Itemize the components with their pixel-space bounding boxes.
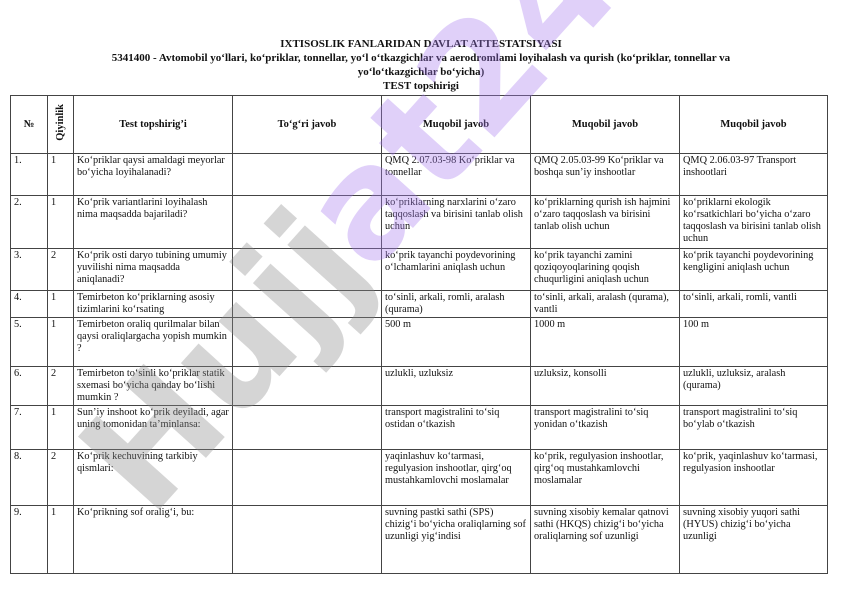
col-alt3: Muqobil javob (679, 95, 828, 154)
row-correct-answer (232, 505, 382, 574)
row-alt-answer-3: QMQ 2.06.03-97 Transport inshootlari (679, 153, 828, 196)
col-alt1: Muqobil javob (381, 95, 531, 154)
col-difficulty: Qiyinlik (47, 95, 74, 154)
row-number: 9. (10, 505, 48, 574)
row-number: 6. (10, 366, 48, 406)
table-row: 7. 1 Sun’iy inshoot ko‘prik deyiladi, agar… (10, 405, 828, 450)
row-alt-answer-2: 1000 m (530, 317, 680, 367)
row-correct-answer (232, 317, 382, 367)
row-number: 3. (10, 248, 48, 291)
table-row: 2. 1 Ko‘prik variantlarini loyihalash nima… (10, 195, 828, 249)
row-difficulty: 1 (47, 317, 74, 367)
document-header: IXTISOSLIK FANLARIDAN DAVLAT ATTESTATSIY… (0, 37, 842, 93)
row-difficulty: 1 (47, 195, 74, 249)
row-correct-answer (232, 153, 382, 196)
row-question: Ko‘prik variantlarini loyihalash nima ma… (73, 195, 233, 249)
row-correct-answer (232, 366, 382, 406)
row-question: Ko‘priklar qaysi amaldagi meyorlar bo‘yi… (73, 153, 233, 196)
col-question: Test topshirig’i (73, 95, 233, 154)
table-row: 3. 2 Ko‘prik osti daryo tubining umumiy yu… (10, 248, 828, 291)
test-table: № Qiyinlik Test topshirig’i To‘g‘ri javo… (10, 95, 828, 574)
row-difficulty: 1 (47, 505, 74, 574)
row-correct-answer (232, 290, 382, 318)
row-number: 5. (10, 317, 48, 367)
row-difficulty: 2 (47, 248, 74, 291)
row-question: Ko‘prik osti daryo tubining umumiy yuvil… (73, 248, 233, 291)
row-alt-answer-3: suvning xisobiy yuqori sathi (HYUS) chiz… (679, 505, 828, 574)
row-alt-answer-2: suvning xisobiy kemalar qatnovi sathi (H… (530, 505, 680, 574)
row-difficulty: 1 (47, 290, 74, 318)
header-row: № Qiyinlik Test topshirig’i To‘g‘ri javo… (10, 95, 828, 154)
row-number: 2. (10, 195, 48, 249)
table-row: 1. 1 Ko‘priklar qaysi amaldagi meyorlar bo… (10, 153, 828, 196)
table-row: 4. 1 Temirbeton ko‘priklarning asosiy tizi… (10, 290, 828, 318)
row-question: Temirbeton oraliq qurilmalar bilan qaysi… (73, 317, 233, 367)
row-question: Temirbeton ko‘priklarning asosiy tizimla… (73, 290, 233, 318)
row-number: 7. (10, 405, 48, 450)
row-alt-answer-1: suvning pastki sathi (SPS) chizig‘i bo‘y… (381, 505, 531, 574)
row-alt-answer-1: transport magistralini to‘siq ostidan o‘… (381, 405, 531, 450)
row-alt-answer-2: ko‘prik tayanchi zamini qoziqoyoqlarinin… (530, 248, 680, 291)
row-correct-answer (232, 449, 382, 506)
row-alt-answer-1: to‘sinli, arkali, romli, aralash (qurama… (381, 290, 531, 318)
row-question: Ko‘prik kechuvining tarkibiy qismlari: (73, 449, 233, 506)
row-alt-answer-1: uzlukli, uzluksiz (381, 366, 531, 406)
row-alt-answer-3: uzlukli, uzluksiz, aralash (qurama) (679, 366, 828, 406)
col-correct: To‘g‘ri javob (232, 95, 382, 154)
row-alt-answer-1: ko‘prik tayanchi poydevorining o‘lchamla… (381, 248, 531, 291)
section-title: TEST topshirigi (383, 80, 459, 92)
table-row: 5. 1 Temirbeton oraliq qurilmalar bilan qa… (10, 317, 828, 367)
row-number: 1. (10, 153, 48, 196)
row-alt-answer-3: to‘sinli, arkali, romli, vantli (679, 290, 828, 318)
row-alt-answer-2: uzluksiz, konsolli (530, 366, 680, 406)
row-alt-answer-3: ko‘prik tayanchi poydevorining kengligin… (679, 248, 828, 291)
row-alt-answer-2: to‘sinli, arkali, aralash (qurama), vant… (530, 290, 680, 318)
row-alt-answer-2: ko‘priklarning qurish ish hajmini o‘zaro… (530, 195, 680, 249)
row-alt-answer-3: ko‘priklarni ekologik ko‘rsatkichlari bo… (679, 195, 828, 249)
row-difficulty: 2 (47, 449, 74, 506)
row-alt-answer-2: QMQ 2.05.03-99 Ko‘priklar va boshqa sun’… (530, 153, 680, 196)
document-subtitle: 5341400 - Avtomobil yo‘llari, ko‘priklar… (111, 52, 731, 64)
row-question: Ko‘prikning sof oralig‘i, bu: (73, 505, 233, 574)
col-alt2: Muqobil javob (530, 95, 680, 154)
table-row: 6. 2 Temirbeton to‘sinli ko‘priklar statik… (10, 366, 828, 406)
row-difficulty: 1 (47, 153, 74, 196)
row-correct-answer (232, 248, 382, 291)
row-alt-answer-1: ko‘priklarning narxlarini o‘zaro taqqosl… (381, 195, 531, 249)
row-difficulty: 2 (47, 366, 74, 406)
row-question: Sun’iy inshoot ko‘prik deyiladi, agar un… (73, 405, 233, 450)
document-title: IXTISOSLIK FANLARIDAN DAVLAT ATTESTATSIY… (280, 38, 562, 50)
table-row: 8. 2 Ko‘prik kechuvining tarkibiy qismlari… (10, 449, 828, 506)
table-row: 9. 1 Ko‘prikning sof oralig‘i, bu: suvning … (10, 505, 828, 574)
row-question: Temirbeton to‘sinli ko‘priklar statik sx… (73, 366, 233, 406)
row-alt-answer-1: yaqinlashuv ko‘tarmasi, regulyasion insh… (381, 449, 531, 506)
row-alt-answer-1: 500 m (381, 317, 531, 367)
row-alt-answer-3: ko‘prik, yaqinlashuv ko‘tarmasi, regulya… (679, 449, 828, 506)
row-correct-answer (232, 195, 382, 249)
row-alt-answer-1: QMQ 2.07.03-98 Ko‘priklar va tonnellar (381, 153, 531, 196)
row-correct-answer (232, 405, 382, 450)
row-alt-answer-2: ko‘prik, regulyasion inshootlar, qirg‘oq… (530, 449, 680, 506)
row-alt-answer-3: transport magistralini to‘siq bo‘ylab o‘… (679, 405, 828, 450)
row-number: 4. (10, 290, 48, 318)
row-number: 8. (10, 449, 48, 506)
row-alt-answer-3: 100 m (679, 317, 828, 367)
document-subtitle-cont: yo‘lo‘tkazgichlar bo‘yicha) (357, 66, 485, 78)
row-alt-answer-2: transport magistralini to‘siq yonidan o‘… (530, 405, 680, 450)
row-difficulty: 1 (47, 405, 74, 450)
col-number: № (10, 95, 48, 154)
